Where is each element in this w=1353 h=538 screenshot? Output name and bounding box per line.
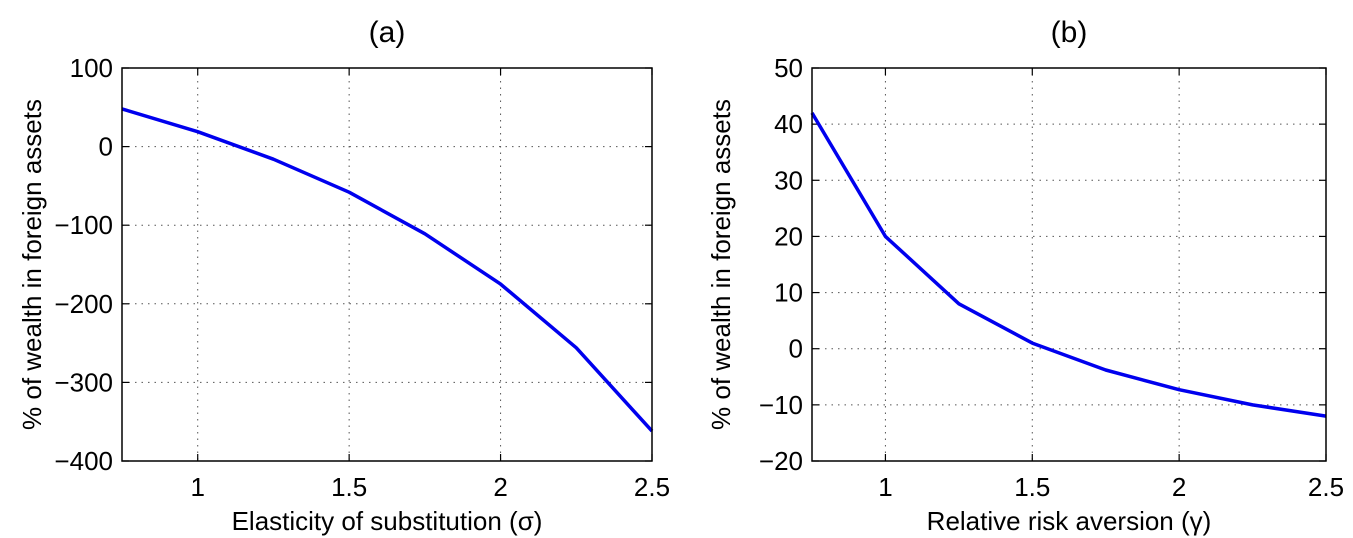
- chart-a-x-axis-label: Elasticity of substitution (σ): [232, 506, 543, 536]
- chart-a-y-axis-label: % of wealth in foreign assets: [17, 99, 47, 430]
- chart-a-x-tick-label-2: 2: [493, 472, 507, 502]
- chart-b-y-tick-label-5: 30: [774, 165, 803, 195]
- chart-b-frame: [811, 67, 1327, 462]
- chart-a-series-line-0: [121, 107, 654, 433]
- chart-b-plot-area: [812, 68, 1326, 461]
- chart-a-y-tick-label-3: −100: [54, 210, 113, 240]
- chart-b-title: (b): [1051, 16, 1088, 49]
- chart-b-y-tick-label-3: 10: [774, 278, 803, 308]
- chart-b-x-tick-label-1: 1.5: [1014, 472, 1050, 502]
- chart-b-y-tick-label-4: 20: [774, 221, 803, 251]
- chart-a-x-tick-label-3: 2.5: [634, 472, 670, 502]
- chart-a-title: (a): [369, 16, 406, 49]
- chart-b-series-line-0: [810, 112, 1327, 418]
- chart-b-y-tick-label-6: 40: [774, 109, 803, 139]
- chart-b-x-axis-label: Relative risk aversion (γ): [927, 506, 1212, 536]
- chart-b-x-tick-label-0: 1: [878, 472, 892, 502]
- chart-a-y-tick-label-4: 0: [99, 132, 113, 162]
- chart-a-frame: [121, 67, 653, 462]
- chart-a-y-tick-label-5: 100: [70, 53, 113, 83]
- chart-a-y-tick-label-2: −200: [54, 289, 113, 319]
- chart-a-y-tick-label-1: −300: [54, 367, 113, 397]
- chart-b: 1 1.5 2 2.5 −20 −10 0 10 20 30 40 50 (b) Relative ris…: [706, 16, 1344, 536]
- chart-a: 1 1.5 2 2.5 −400 −300 −200 −100 0 100 (a) Elasticit…: [17, 16, 670, 536]
- chart-b-y-tick-label-2: 0: [789, 334, 803, 364]
- chart-b-y-tick-label-1: −10: [759, 390, 803, 420]
- chart-a-x-tick-label-1: 1.5: [331, 472, 367, 502]
- chart-b-y-axis-label: % of wealth in foreign assets: [706, 99, 736, 430]
- chart-b-x-tick-label-3: 2.5: [1308, 472, 1344, 502]
- chart-b-y-tick-label-0: −20: [759, 446, 803, 476]
- chart-a-y-tick-label-0: −400: [54, 446, 113, 476]
- chart-a-plot-area: [122, 68, 652, 461]
- chart-b-y-tick-label-7: 50: [774, 53, 803, 83]
- chart-a-x-tick-label-0: 1: [190, 472, 204, 502]
- chart-b-x-tick-label-2: 2: [1172, 472, 1186, 502]
